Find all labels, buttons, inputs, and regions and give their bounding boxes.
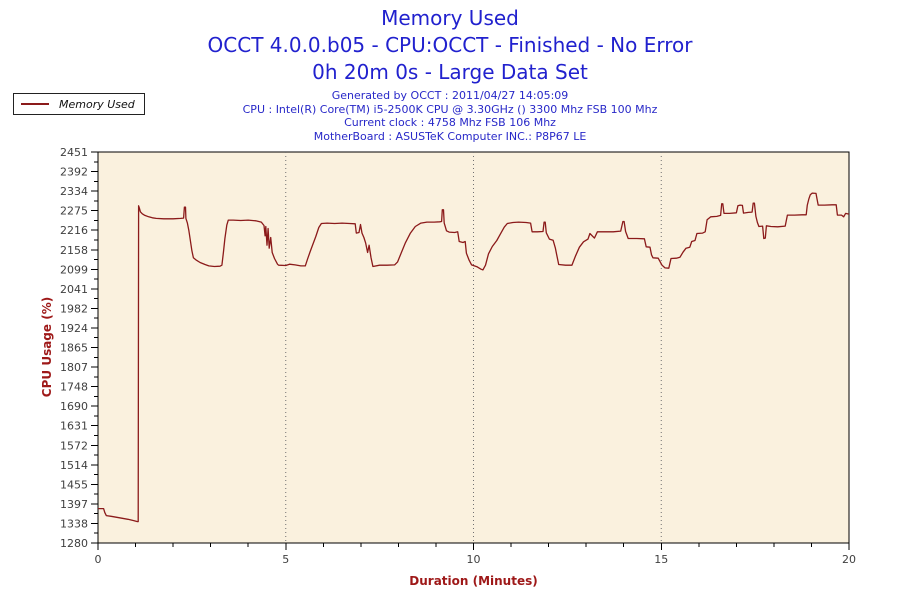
y-tick-label: 2041 xyxy=(60,283,88,296)
y-tick-label: 1397 xyxy=(60,498,88,511)
y-tick-label: 1748 xyxy=(60,381,88,394)
y-tick-label: 1338 xyxy=(60,517,88,530)
legend-line-sample-icon xyxy=(21,103,49,105)
y-tick-label: 2099 xyxy=(60,263,88,276)
y-tick-label: 1631 xyxy=(60,420,88,433)
legend-label: Memory Used xyxy=(59,97,135,111)
y-tick-label: 1455 xyxy=(60,478,88,491)
x-tick-label: 15 xyxy=(654,553,668,566)
y-tick-label: 2158 xyxy=(60,244,88,257)
series-line-memory-used xyxy=(98,192,850,523)
y-tick-label: 2216 xyxy=(60,224,88,237)
chart-subtitle-status: OCCT 4.0.0.b05 - CPU:OCCT - Finished - N… xyxy=(207,33,693,57)
y-tick-label: 2334 xyxy=(60,185,88,198)
x-tick-label: 5 xyxy=(282,553,289,566)
chart-title: Memory Used xyxy=(381,6,519,30)
y-tick-label: 2392 xyxy=(60,166,88,179)
plot-area xyxy=(97,151,850,544)
y-tick-label: 1690 xyxy=(60,400,88,413)
x-tick-label: 20 xyxy=(842,553,856,566)
y-tick-label: 1572 xyxy=(60,439,88,452)
system-info-block: Generated by OCCT : 2011/04/27 14:05:09 … xyxy=(0,89,900,143)
x-tick-label: 10 xyxy=(467,553,481,566)
y-tick-label: 2451 xyxy=(60,146,88,159)
chart-header: Memory Used OCCT 4.0.0.b05 - CPU:OCCT - … xyxy=(0,5,900,86)
x-axis-title: Duration (Minutes) xyxy=(409,574,538,588)
y-tick-label: 1807 xyxy=(60,361,88,374)
legend-box: Memory Used xyxy=(13,93,145,115)
info-motherboard: MotherBoard : ASUSTeK Computer INC.: P8P… xyxy=(313,129,587,143)
y-tick-label: 1982 xyxy=(60,302,88,315)
y-tick-label: 1514 xyxy=(60,459,88,472)
y-axis-title: CPU Usage (%) xyxy=(40,296,54,398)
chart-subtitle-duration: 0h 20m 0s - Large Data Set xyxy=(312,60,588,84)
y-tick-label: 2275 xyxy=(60,205,88,218)
info-current-clock: Current clock : 4758 Mhz FSB 106 Mhz xyxy=(344,116,556,129)
y-tick-label: 1865 xyxy=(60,342,88,355)
x-tick-label: 0 xyxy=(95,553,102,566)
info-generated-by: Generated by OCCT : 2011/04/27 14:05:09 xyxy=(331,89,569,102)
info-cpu: CPU : Intel(R) Core(TM) i5-2500K CPU @ 3… xyxy=(242,102,658,116)
y-tick-label: 1924 xyxy=(60,322,88,335)
y-tick-label: 1280 xyxy=(60,537,88,550)
